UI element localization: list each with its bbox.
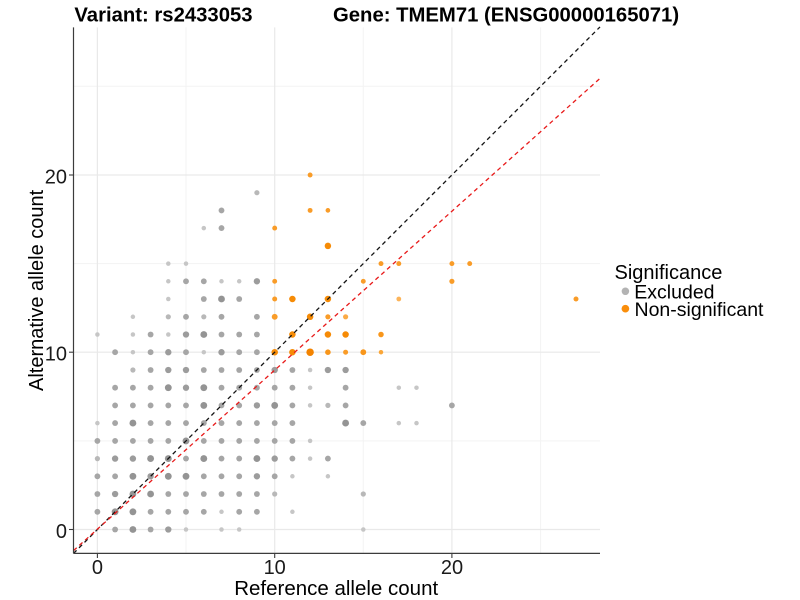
svg-text:Alternative allele count: Alternative allele count [26, 189, 48, 391]
svg-text:Excluded: Excluded [634, 282, 714, 304]
svg-text:Variant: rs2433053: Variant: rs2433053 [74, 4, 252, 26]
svg-text:Reference allele count: Reference allele count [234, 577, 438, 600]
svg-text:20: 20 [441, 557, 463, 579]
svg-text:10: 10 [264, 557, 286, 579]
svg-text:0: 0 [92, 557, 103, 579]
svg-text:10: 10 [45, 344, 67, 366]
svg-text:20: 20 [45, 166, 67, 188]
svg-text:Significance: Significance [615, 262, 723, 284]
svg-text:Gene: TMEM71 (ENSG00000165071): Gene: TMEM71 (ENSG00000165071) [333, 4, 679, 26]
svg-text:0: 0 [56, 521, 67, 543]
svg-text:Non-significant: Non-significant [635, 299, 765, 321]
